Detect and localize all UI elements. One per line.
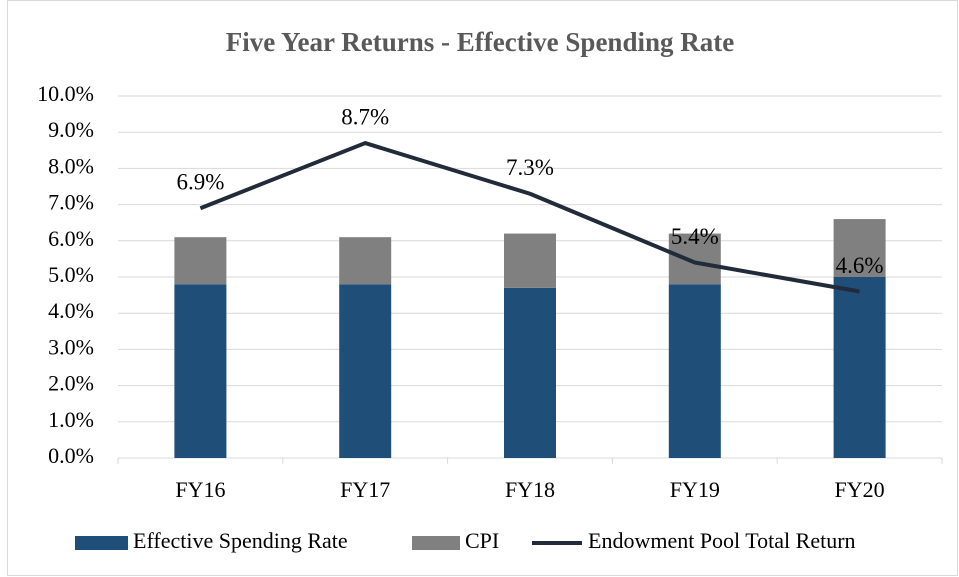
- bar: [668, 284, 721, 458]
- bar: [833, 277, 886, 458]
- bar: [174, 284, 227, 458]
- chart-title: Five Year Returns - Effective Spending R…: [226, 27, 734, 57]
- legend-label: CPI: [465, 528, 499, 553]
- bar: [174, 237, 227, 285]
- line: [199, 141, 860, 294]
- x-tick-label: FY16: [175, 477, 225, 502]
- data-label: 8.7%: [341, 104, 389, 129]
- data-label: 6.9%: [176, 170, 224, 195]
- bar: [668, 233, 721, 285]
- y-tick-label: 9.0%: [48, 117, 94, 142]
- y-tick-label: 3.0%: [48, 334, 94, 359]
- x-tick-label: FY20: [835, 477, 885, 502]
- legend-swatch: [412, 536, 460, 550]
- y-tick-label: 0.0%: [48, 443, 94, 468]
- y-tick-label: 4.0%: [48, 298, 94, 323]
- x-tick-label: FY18: [505, 477, 555, 502]
- y-tick-label: 2.0%: [48, 371, 94, 396]
- legend-label: Endowment Pool Total Return: [588, 528, 856, 553]
- x-tick-label: FY17: [340, 477, 390, 502]
- chart-frame: [7, 0, 958, 576]
- legend-swatch: [75, 536, 128, 550]
- bar: [339, 237, 392, 285]
- legend-label: Effective Spending Rate: [133, 528, 348, 553]
- bar: [339, 284, 392, 458]
- bar: [504, 233, 556, 288]
- y-tick-label: 6.0%: [48, 226, 94, 251]
- data-label: 5.4%: [671, 224, 719, 249]
- data-label: 4.6%: [836, 253, 884, 278]
- y-tick-label: 7.0%: [48, 190, 94, 215]
- y-tick-label: 5.0%: [48, 262, 94, 287]
- data-label: 7.3%: [506, 155, 554, 180]
- y-tick-label: 10.0%: [37, 81, 94, 106]
- x-tick-label: FY19: [670, 477, 720, 502]
- bar: [504, 287, 556, 458]
- y-tick-label: 8.0%: [48, 153, 94, 178]
- y-tick-label: 1.0%: [48, 407, 94, 432]
- bar: [833, 219, 886, 277]
